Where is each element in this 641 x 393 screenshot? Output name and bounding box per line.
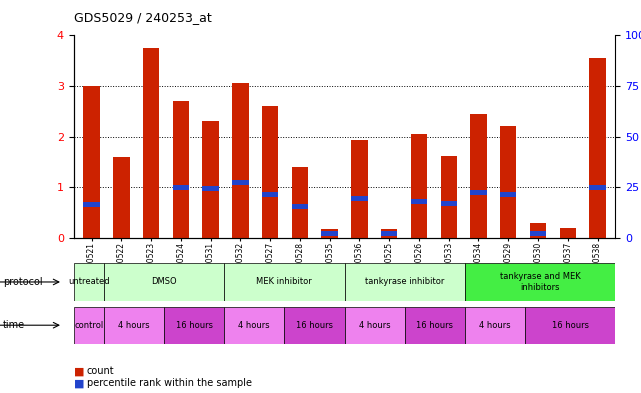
- Bar: [465, 307, 525, 344]
- Bar: [589, 185, 606, 190]
- Bar: [381, 229, 397, 238]
- Text: 16 hours: 16 hours: [296, 321, 333, 330]
- Text: 4 hours: 4 hours: [359, 321, 390, 330]
- Bar: [164, 307, 224, 344]
- Text: 16 hours: 16 hours: [176, 321, 213, 330]
- Text: tankyrase and MEK
inhibitors: tankyrase and MEK inhibitors: [500, 272, 581, 292]
- Bar: [525, 307, 615, 344]
- Bar: [262, 192, 278, 197]
- Bar: [500, 127, 517, 238]
- Bar: [172, 101, 189, 238]
- Bar: [351, 196, 367, 201]
- Bar: [224, 263, 345, 301]
- Bar: [322, 231, 338, 236]
- Text: protocol: protocol: [3, 277, 43, 287]
- Bar: [470, 114, 487, 238]
- Bar: [285, 307, 345, 344]
- Bar: [381, 231, 397, 236]
- Text: 4 hours: 4 hours: [479, 321, 511, 330]
- Bar: [440, 201, 457, 206]
- Text: percentile rank within the sample: percentile rank within the sample: [87, 378, 251, 388]
- Bar: [351, 140, 367, 238]
- Bar: [113, 157, 129, 238]
- Bar: [589, 58, 606, 238]
- Bar: [143, 48, 159, 238]
- Bar: [500, 192, 517, 197]
- Bar: [74, 307, 104, 344]
- Bar: [345, 263, 465, 301]
- Bar: [292, 204, 308, 209]
- Bar: [411, 134, 427, 238]
- Bar: [530, 231, 546, 236]
- Text: count: count: [87, 366, 114, 376]
- Text: tankyrase inhibitor: tankyrase inhibitor: [365, 277, 444, 286]
- Bar: [345, 307, 404, 344]
- Bar: [232, 83, 249, 238]
- Bar: [262, 106, 278, 238]
- Bar: [560, 228, 576, 238]
- Bar: [104, 307, 164, 344]
- Text: DMSO: DMSO: [151, 277, 177, 286]
- Bar: [440, 156, 457, 238]
- Text: time: time: [3, 320, 26, 330]
- Text: 4 hours: 4 hours: [238, 321, 270, 330]
- Text: 16 hours: 16 hours: [552, 321, 588, 330]
- Text: ■: ■: [74, 378, 84, 388]
- Bar: [224, 307, 285, 344]
- Bar: [470, 190, 487, 195]
- Bar: [292, 167, 308, 238]
- Bar: [74, 263, 104, 301]
- Bar: [322, 229, 338, 238]
- Bar: [404, 307, 465, 344]
- Bar: [232, 180, 249, 185]
- Bar: [465, 263, 615, 301]
- Bar: [411, 199, 427, 204]
- Bar: [203, 121, 219, 238]
- Bar: [83, 202, 100, 208]
- Text: ■: ■: [74, 366, 84, 376]
- Text: 4 hours: 4 hours: [118, 321, 150, 330]
- Bar: [104, 263, 224, 301]
- Bar: [530, 222, 546, 238]
- Text: control: control: [74, 321, 103, 330]
- Bar: [203, 186, 219, 191]
- Text: GDS5029 / 240253_at: GDS5029 / 240253_at: [74, 11, 212, 24]
- Bar: [83, 86, 100, 238]
- Text: MEK inhibitor: MEK inhibitor: [256, 277, 312, 286]
- Text: untreated: untreated: [68, 277, 110, 286]
- Text: 16 hours: 16 hours: [416, 321, 453, 330]
- Bar: [172, 185, 189, 190]
